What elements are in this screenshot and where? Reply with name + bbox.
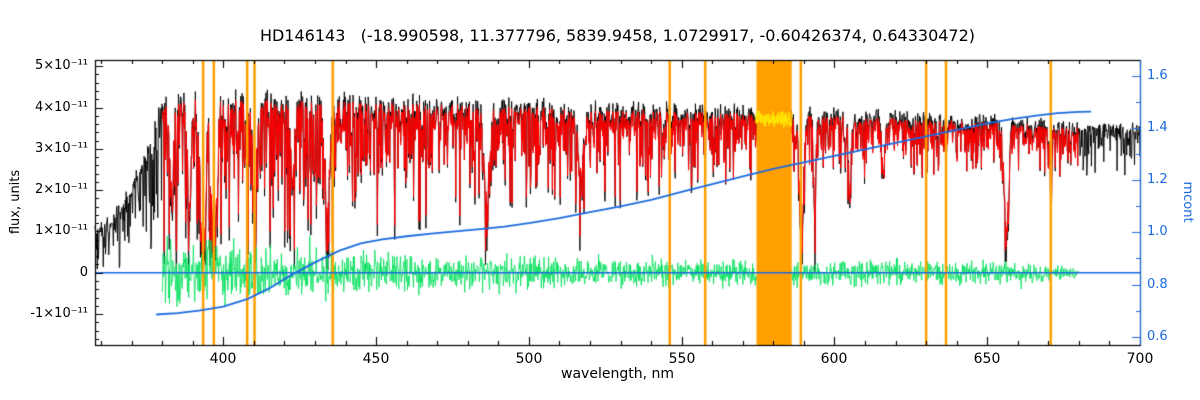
x-tick-label: 700 <box>1126 351 1154 367</box>
x-tick-label: 650 <box>973 351 1001 367</box>
x-tick-label: 600 <box>820 351 848 367</box>
y-right-tick-label: 1.4 <box>1147 120 1168 135</box>
y-left-tick-label: 2×10⁻¹¹ <box>35 182 88 197</box>
y-right-tick-label: 1.2 <box>1147 172 1168 187</box>
x-axis-label: wavelength, nm <box>561 366 674 382</box>
y-left-tick-label: 1×10⁻¹¹ <box>35 223 88 238</box>
y-right-tick-label: 1.0 <box>1147 224 1168 239</box>
y-left-tick-label: 4×10⁻¹¹ <box>35 100 88 115</box>
y-right-tick-label: 0.6 <box>1147 329 1168 344</box>
plot-title: HD146143 (-18.990598, 11.377796, 5839.94… <box>259 26 976 45</box>
y-left-tick-label: 5×10⁻¹¹ <box>35 58 88 73</box>
x-tick-label: 500 <box>515 351 543 367</box>
y-right-tick-label: 0.8 <box>1147 277 1168 292</box>
y-left-tick-label: -1×10⁻¹¹ <box>30 306 88 321</box>
x-tick-label: 400 <box>209 351 237 367</box>
y-left-tick-label: 0 <box>79 265 88 280</box>
y-right-tick-label: 1.6 <box>1147 68 1168 83</box>
x-tick-label: 450 <box>362 351 390 367</box>
y-left-tick-label: 3×10⁻¹¹ <box>35 141 88 156</box>
x-tick-label: 550 <box>668 351 696 367</box>
